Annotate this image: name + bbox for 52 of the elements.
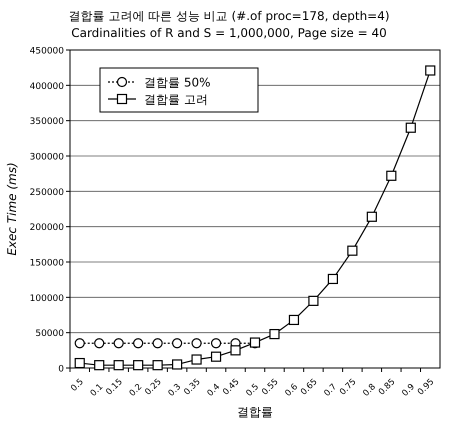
point	[133, 360, 144, 370]
y-tick-label: 0	[58, 364, 64, 374]
legend-label: 결합률 고려	[144, 92, 208, 106]
y-tick-label: 450000	[30, 46, 64, 56]
y-tick-label: 350000	[30, 117, 64, 128]
x-tick-label: 0.5	[244, 382, 262, 399]
point	[288, 314, 300, 326]
point	[94, 338, 104, 348]
y-axis-title: Exec Time (ms)	[5, 162, 19, 256]
y-tick-label: 150000	[30, 258, 64, 268]
x-tick-label: 0.5	[69, 377, 86, 394]
y-tick-label: 400000	[30, 82, 64, 92]
point	[191, 354, 202, 365]
x-tick-label: 0.1	[88, 382, 106, 399]
x-tick-label: 0.7	[322, 382, 340, 399]
point	[74, 338, 85, 348]
x-axis-title: 결합률	[237, 405, 273, 419]
point	[425, 65, 436, 76]
point	[347, 246, 358, 256]
legend-label: 결합률 50%	[144, 76, 210, 90]
point	[366, 212, 377, 222]
point	[386, 170, 396, 181]
point	[172, 338, 182, 348]
point	[172, 359, 182, 370]
point	[328, 274, 338, 284]
point	[133, 338, 144, 348]
y-tick-label: 100000	[30, 294, 64, 304]
x-tick-label: 0.8	[361, 382, 378, 399]
x-tick-label: 0.9	[400, 382, 417, 399]
y-tick-label: 200000	[30, 223, 64, 234]
chart-subtitle: Cardinalities of R and S = 1,000,000, Page size = 40	[71, 26, 387, 40]
x-tick-label: 0.2	[128, 382, 144, 399]
x-tick-label: 0.4	[206, 382, 222, 399]
point	[152, 338, 163, 348]
point	[74, 358, 85, 368]
y-tick-label: 250000	[30, 188, 64, 198]
point	[406, 122, 416, 133]
point	[269, 328, 280, 340]
point	[114, 338, 124, 348]
x-tick-label: 0.3	[166, 382, 184, 399]
chart-title: 결합률 고려에 따른 성능 비교 (#.of proc=178, depth=4)	[68, 9, 390, 23]
x-tick-label: 0.6	[283, 382, 300, 399]
y-tick-label: 300000	[30, 152, 64, 162]
point	[114, 360, 124, 370]
point	[230, 345, 241, 356]
point	[191, 338, 202, 348]
point	[152, 360, 163, 370]
point	[308, 296, 319, 306]
point	[210, 352, 222, 362]
point	[94, 360, 104, 370]
y-tick-label: 50000	[35, 329, 64, 340]
point	[210, 338, 222, 348]
